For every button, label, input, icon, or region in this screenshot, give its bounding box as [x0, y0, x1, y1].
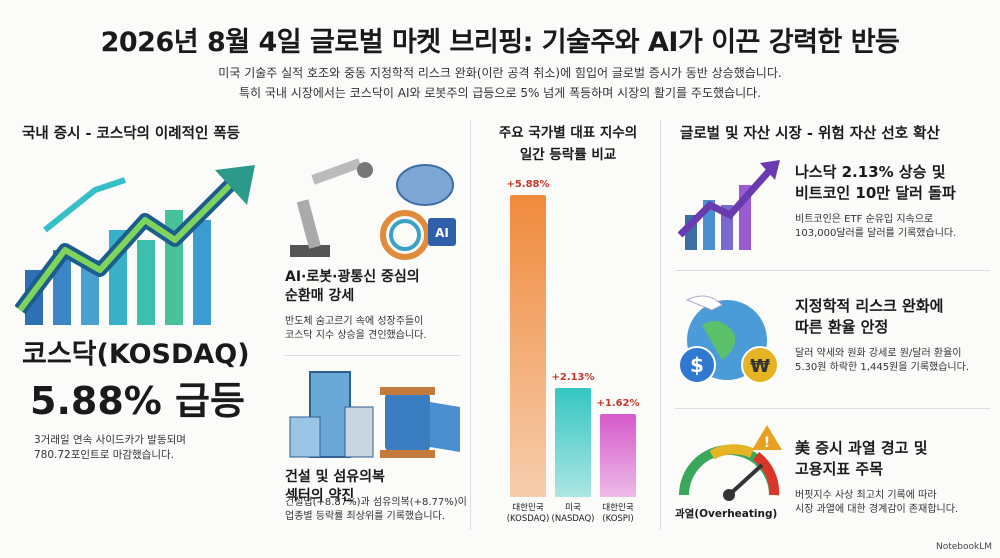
bar [555, 387, 591, 497]
item-title: 나스닥 2.13% 상승 및 비트코인 10만 달러 돌파 [795, 163, 956, 202]
item-title: 건설 및 섬유의복 섹터의 약진 [285, 469, 385, 504]
growth-icon [15, 165, 255, 325]
item-desc: 비트코인은 ETF 순유입 지속으로 103,000달러를 달러를 기록했습니다… [795, 214, 957, 239]
kosdaq-title: 코스닥(KOSDAQ) [22, 339, 250, 370]
footer: NotebookLM [935, 542, 992, 552]
value-label: +5.88% [506, 179, 550, 190]
construction-icon [289, 371, 460, 458]
item-desc: 달러 약세와 원화 강세로 원/달러 환율이 5.30원 하락한 1,445원을… [795, 348, 970, 373]
divider [470, 120, 471, 530]
subtitle: 미국 기술주 실적 호조와 중동 지정학적 리스크 완화(이란 공격 취소)에 … [218, 66, 782, 80]
category-label: 미국 (NASDAQ) [551, 503, 595, 524]
section-heading: 글로벌 및 자산 시장 - 위험 자산 선호 확산 [680, 126, 940, 142]
title: 2026년 8월 4일 글로벌 마켓 브리핑: 기술주와 AI가 이끈 강력한 … [100, 27, 900, 58]
item-title: 美 증시 과열 경고 및 고용지표 주목 [795, 439, 928, 478]
chip-label: AI [435, 226, 449, 240]
kosdaq-desc: 3거래일 연속 사이드카가 발동되며 780.72포인트로 마감했습니다. [34, 434, 186, 461]
won-symbol: ₩ [750, 356, 770, 377]
divider [675, 270, 990, 271]
value-label: +1.62% [596, 397, 640, 409]
divider [285, 355, 460, 356]
section-heading: 국내 증시 - 코스닥의 이례적인 폭등 [22, 126, 241, 142]
nasdaq-icon [677, 160, 780, 250]
category-label: 대한민국 (KOSPI) [602, 503, 634, 524]
divider [660, 120, 661, 530]
item-title: 지정학적 리스크 완화에 따른 환율 안정 [795, 297, 944, 336]
bar [510, 195, 546, 497]
item-title: AI·로봇·광통신 중심의 순환매 강세 [285, 269, 420, 304]
bar [600, 413, 636, 497]
gauge-label: 과열(Overheating) [675, 508, 778, 520]
item-desc: 건설업(+8.87%)과 섬유의복(+8.77%)이 업종별 등락률 최상위를 … [285, 497, 467, 522]
dollar-symbol: $ [690, 353, 704, 377]
item-desc: 버핏지수 사상 최고치 기록에 따라 시장 과열에 대한 경계감이 존재합니다. [795, 490, 959, 515]
chart-title: 주요 국가별 대표 지수의 일간 등락률 비교 [498, 125, 638, 163]
kosdaq-headline: 5.88% 급등 [30, 379, 245, 423]
value-label: +2.13% [551, 371, 595, 383]
subtitle: 특히 국내 시장에서는 코스닥이 AI와 로봇주의 급등으로 5% 넘게 폭등하… [239, 86, 761, 100]
gauge-icon: ! [679, 425, 782, 501]
category-label: 대한민국 (KOSDAQ) [506, 503, 550, 524]
svg-text:!: ! [764, 435, 770, 451]
robot-icon: AI [290, 158, 456, 260]
currency-icon: $ ₩ [678, 295, 779, 384]
item-desc: 반도체 숨고르기 속에 성장주들이 코스닥 지수 상승을 견인했습니다. [285, 316, 427, 341]
divider [675, 408, 990, 409]
